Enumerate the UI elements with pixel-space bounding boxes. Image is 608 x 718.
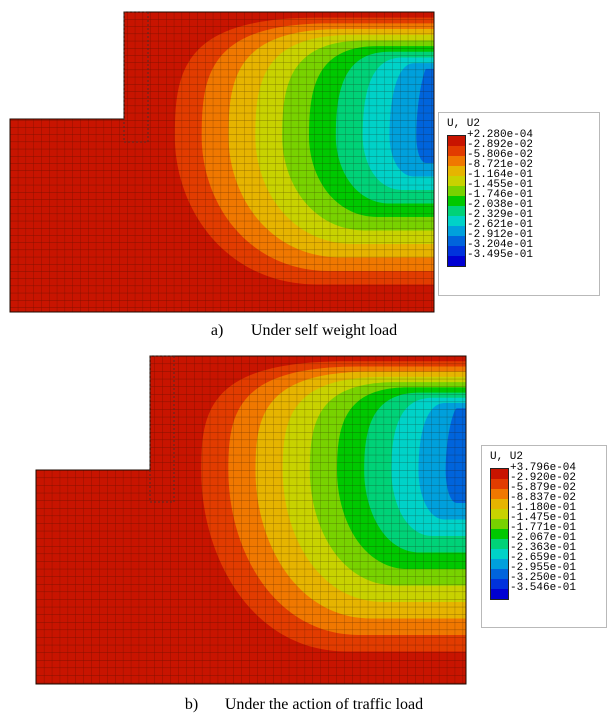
legend-b: U, U2 +3.796e-04 -2.920e-02 -5.879e-02 -8.8… [481,445,607,628]
color-swatch [491,509,508,519]
color-swatch [491,519,508,529]
legend-value: -2.920e-02 [510,472,577,484]
caption-text: Under self weight load [250,322,398,339]
legend-value: -5.806e-02 [467,149,534,161]
legend-value: -3.495e-01 [467,249,534,261]
legend-a: U, U2 +2.280e-04 -2.892e-02 -5.806e-02 -8.7… [438,112,600,296]
color-swatch [448,196,465,206]
legend-title: U, U2 [490,451,524,463]
color-swatch [491,489,508,499]
color-swatch [491,539,508,549]
caption-text: Under the action of traffic load [224,696,424,713]
legend-value: -2.067e-01 [510,532,577,544]
color-swatch [491,589,508,599]
legend-value: -5.879e-02 [510,482,577,494]
legend-value: -2.329e-01 [467,209,534,221]
color-swatch [491,529,508,539]
color-bar [490,468,509,600]
legend-value: -1.180e-01 [510,502,577,514]
legend-value: -1.746e-01 [467,189,534,201]
legend-value: -2.892e-02 [467,139,534,151]
color-swatch [448,206,465,216]
figure-a: U, U2 +2.280e-04 -2.892e-02 -5.806e-02 -8.7… [0,0,608,350]
color-swatch [448,176,465,186]
legend-value: -1.164e-01 [467,169,534,181]
color-swatch [448,216,465,226]
fe-contour-plot-b [35,355,467,685]
color-swatch [491,569,508,579]
legend-value: -3.204e-01 [467,239,534,251]
color-swatch [448,256,465,266]
color-swatch [448,136,465,146]
color-swatch [491,469,508,479]
color-swatch [448,186,465,196]
legend-value: -1.771e-01 [510,522,577,534]
color-swatch [491,549,508,559]
legend-value: +3.796e-04 [510,462,577,474]
color-swatch [491,479,508,489]
legend-value: -2.621e-01 [467,219,534,231]
color-swatch [448,146,465,156]
legend-value: -2.912e-01 [467,229,534,241]
color-bar [447,135,466,267]
caption-label: a) [210,322,224,339]
caption-label: b) [184,696,199,713]
color-swatch [448,226,465,236]
legend-value: -1.475e-01 [510,512,577,524]
caption-a: a) Under self weight load [0,322,608,340]
color-swatch [491,579,508,589]
color-swatch [491,559,508,569]
legend-value: +2.280e-04 [467,129,534,141]
fe-contour-plot-a [9,11,435,313]
legend-title: U, U2 [447,118,481,130]
color-swatch [448,246,465,256]
legend-value: -1.455e-01 [467,179,534,191]
legend-value: -2.955e-01 [510,562,577,574]
figure-b: U, U2 +3.796e-04 -2.920e-02 -5.879e-02 -8.8… [0,350,608,718]
color-swatch [491,499,508,509]
color-swatch [448,156,465,166]
color-swatch [448,166,465,176]
legend-value: -2.038e-01 [467,199,534,211]
legend-value: -2.363e-01 [510,542,577,554]
legend-value: -3.546e-01 [510,582,577,594]
legend-value: -8.837e-02 [510,492,577,504]
legend-value: -8.721e-02 [467,159,534,171]
legend-value: -3.250e-01 [510,572,577,584]
color-swatch [448,236,465,246]
legend-value: -2.659e-01 [510,552,577,564]
caption-b: b) Under the action of traffic load [0,696,608,714]
